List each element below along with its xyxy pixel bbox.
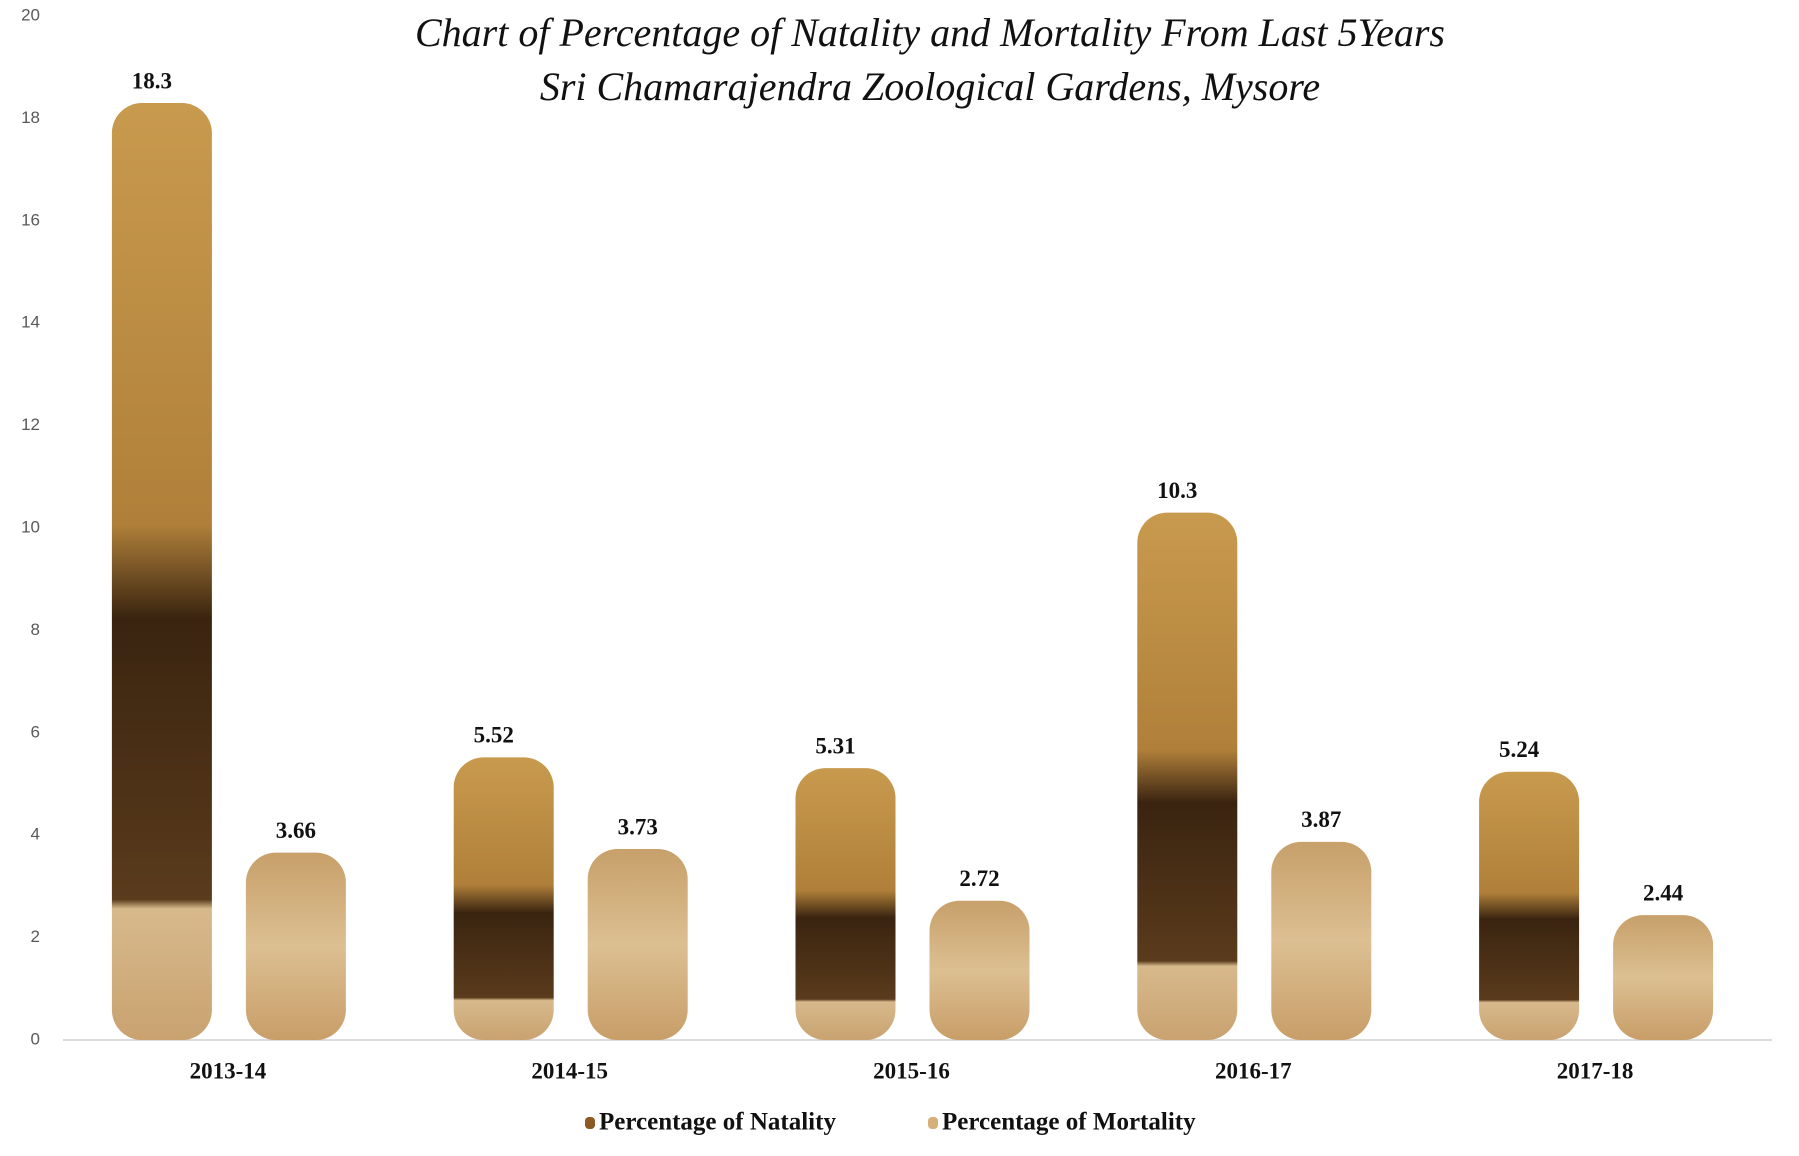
y-tick-label: 6 <box>31 722 40 741</box>
y-tick-label: 18 <box>21 108 40 127</box>
legend-label: Percentage of Natality <box>599 1109 836 1136</box>
x-tick-label: 2017-18 <box>1557 1058 1634 1083</box>
value-label: 18.3 <box>132 68 172 93</box>
y-tick-label: 10 <box>21 517 40 536</box>
x-tick-label: 2016-17 <box>1215 1058 1292 1083</box>
value-label: 10.3 <box>1157 478 1197 503</box>
bar <box>1479 772 1579 1040</box>
y-tick-label: 2 <box>31 927 40 946</box>
y-tick-label: 8 <box>31 620 40 639</box>
x-tick-label: 2015-16 <box>873 1058 950 1083</box>
y-tick-label: 0 <box>31 1029 40 1048</box>
y-tick-label: 14 <box>21 313 40 332</box>
x-tick-label: 2014-15 <box>531 1058 608 1083</box>
legend-marker <box>928 1117 938 1129</box>
y-tick-label: 16 <box>21 210 40 229</box>
bar <box>454 757 554 1040</box>
y-tick-label: 4 <box>31 825 40 844</box>
bar <box>112 103 212 1040</box>
bar <box>1137 513 1237 1040</box>
y-tick-label: 12 <box>21 415 40 434</box>
y-tick-label: 20 <box>21 5 40 24</box>
bar <box>930 901 1030 1040</box>
value-label: 3.66 <box>276 818 316 843</box>
value-label: 3.87 <box>1301 807 1341 832</box>
bar <box>1271 842 1371 1040</box>
bar <box>1613 915 1713 1040</box>
legend-marker <box>585 1117 595 1129</box>
bar <box>588 849 688 1040</box>
bar <box>796 768 896 1040</box>
bar <box>246 853 346 1040</box>
value-label: 5.52 <box>474 723 514 748</box>
chart-subtitle: Sri Chamarajendra Zoological Gardens, My… <box>540 64 1320 109</box>
legend-label: Percentage of Mortality <box>942 1109 1196 1136</box>
value-label: 3.73 <box>618 814 658 839</box>
value-label: 5.31 <box>815 733 855 758</box>
chart-title: Chart of Percentage of Natality and Mort… <box>415 10 1445 55</box>
chart: Chart of Percentage of Natality and Mort… <box>0 0 1799 1156</box>
value-label: 2.44 <box>1643 880 1684 905</box>
value-label: 2.72 <box>959 866 999 891</box>
x-tick-label: 2013-14 <box>190 1058 267 1083</box>
value-label: 5.24 <box>1499 737 1540 762</box>
